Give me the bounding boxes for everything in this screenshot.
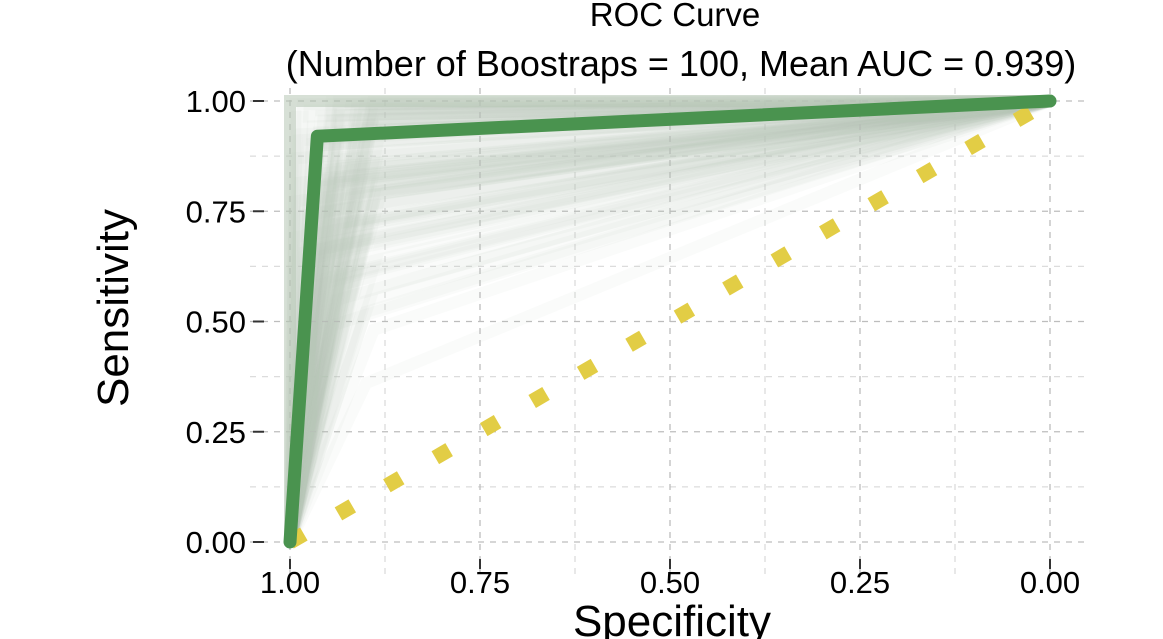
bootstrap-curve xyxy=(284,95,1052,544)
mean-roc-group xyxy=(283,94,1057,549)
x-tick-label: 1.00 xyxy=(260,565,320,600)
bootstrap-curve xyxy=(284,95,1051,543)
x-tick-label: 0.00 xyxy=(1020,565,1080,600)
x-tick-label: 0.75 xyxy=(450,565,510,600)
chart-subtitle: (Number of Boostraps = 100, Mean AUC = 0… xyxy=(286,43,1076,84)
bootstrap-curve xyxy=(284,95,1051,544)
x-axis-label: Specificity xyxy=(573,597,771,639)
bootstrap-curve xyxy=(284,95,1052,544)
bootstrap-curve xyxy=(284,95,1051,543)
bootstrap-curve xyxy=(284,95,1051,544)
bootstrap-curve xyxy=(284,95,1051,544)
bootstrap-curve xyxy=(284,95,1052,544)
bootstrap-curve xyxy=(284,95,1051,544)
bootstrap-curve xyxy=(284,95,1051,544)
chance-line xyxy=(286,94,1054,549)
bootstrap-curve xyxy=(284,95,1052,544)
bootstrap-curve xyxy=(284,95,1051,544)
bootstrap-curve xyxy=(284,95,1051,543)
bootstrap-curve xyxy=(284,95,1052,543)
x-tick-label: 0.50 xyxy=(640,565,700,600)
bootstrap-curve xyxy=(284,95,1052,545)
bootstrap-curve xyxy=(284,95,1051,543)
bootstrap-curve xyxy=(284,95,1052,544)
bootstrap-curve xyxy=(284,95,1051,544)
chart-title: ROC Curve xyxy=(590,0,761,33)
bootstrap-curve xyxy=(284,95,1050,542)
bootstrap-curve xyxy=(284,95,1051,543)
y-tick-label: 0.00 xyxy=(186,525,246,560)
bootstrap-curve xyxy=(284,95,1052,544)
y-axis: 0.00 0.25 0.50 0.75 1.00 xyxy=(186,84,264,560)
y-tick-label: 0.75 xyxy=(186,194,246,229)
bootstrap-curve xyxy=(284,95,1053,545)
bootstrap-curve xyxy=(284,95,1051,543)
y-axis-label: Sensitivity xyxy=(89,209,138,407)
bootstrap-curve xyxy=(284,95,1052,544)
mean-roc-curve xyxy=(283,94,1057,549)
bootstrap-curve xyxy=(284,95,1052,544)
bootstrap-curve xyxy=(284,95,1051,544)
y-tick-label: 0.25 xyxy=(186,415,246,450)
y-tick-label: 1.00 xyxy=(186,84,246,119)
bootstrap-curve xyxy=(284,95,1051,544)
x-tick-label: 0.25 xyxy=(830,565,890,600)
bootstrap-curve xyxy=(284,95,1051,544)
bootstrap-curve xyxy=(284,95,1052,544)
bootstrap-curve xyxy=(284,95,1051,544)
bootstrap-curve xyxy=(284,95,1051,543)
y-tick-label: 0.50 xyxy=(186,305,246,340)
bootstrap-curve xyxy=(284,95,1052,544)
bootstrap-curve xyxy=(284,95,1052,543)
chance-line-group xyxy=(286,94,1054,549)
x-axis: 1.00 0.75 0.50 0.25 0.00 xyxy=(260,559,1080,600)
bootstrap-curve xyxy=(284,95,1051,544)
bootstrap-curve xyxy=(284,95,1052,544)
bootstrap-curve xyxy=(284,95,1052,544)
bootstrap-curve xyxy=(284,95,1052,543)
bootstrap-curve xyxy=(284,95,1051,543)
